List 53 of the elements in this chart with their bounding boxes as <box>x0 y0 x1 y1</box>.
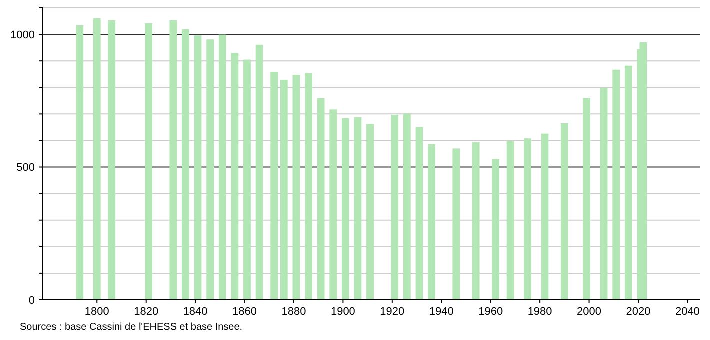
x-tick-label: 1840 <box>183 306 208 318</box>
bar <box>170 20 178 300</box>
bar <box>366 124 374 300</box>
bar <box>108 20 116 300</box>
bar <box>612 70 620 300</box>
x-tick-label: 1820 <box>134 306 159 318</box>
bar <box>194 36 202 300</box>
bar <box>244 60 251 300</box>
bar <box>472 142 480 300</box>
bar <box>403 114 411 300</box>
x-tick-label: 1940 <box>429 306 454 318</box>
x-tick-label: 1800 <box>84 306 110 318</box>
bar <box>428 144 436 300</box>
bar <box>354 117 362 300</box>
bar <box>506 141 514 300</box>
bar <box>206 40 214 300</box>
y-tick-label: 500 <box>16 162 35 174</box>
source-note: Sources : base Cassini de l'EHESS et base Insee. <box>20 322 243 333</box>
bar <box>330 110 338 300</box>
bar <box>280 80 288 300</box>
bar <box>292 75 300 300</box>
bar <box>391 114 399 300</box>
bar <box>182 30 190 300</box>
bar <box>342 118 350 300</box>
bar <box>270 72 278 300</box>
x-tick-label: 1880 <box>282 306 306 318</box>
bar <box>492 159 500 300</box>
x-tick-label: 1960 <box>478 306 504 318</box>
bar <box>560 123 568 300</box>
x-tick-label: 1900 <box>330 306 356 318</box>
bar <box>624 66 632 300</box>
bar <box>305 73 312 300</box>
bar <box>93 18 101 300</box>
x-tick-label: 1980 <box>528 306 552 318</box>
x-tick-label: 1860 <box>232 306 258 318</box>
bar <box>600 88 608 300</box>
bar <box>231 53 239 300</box>
bar <box>524 138 532 300</box>
bar <box>583 98 590 300</box>
bar <box>416 127 424 300</box>
x-tick-label: 2020 <box>626 306 651 318</box>
x-tick-label: 2040 <box>675 306 700 318</box>
bar <box>452 148 460 300</box>
bar <box>256 44 264 300</box>
y-tick-label: 0 <box>28 294 35 307</box>
x-tick-label: 2000 <box>577 306 602 318</box>
bar <box>317 98 325 300</box>
bar <box>76 26 84 300</box>
bar <box>218 34 226 300</box>
bar <box>541 134 549 300</box>
bar <box>145 23 152 300</box>
y-tick-label: 1000 <box>10 29 35 42</box>
x-tick-label: 1920 <box>380 306 405 318</box>
